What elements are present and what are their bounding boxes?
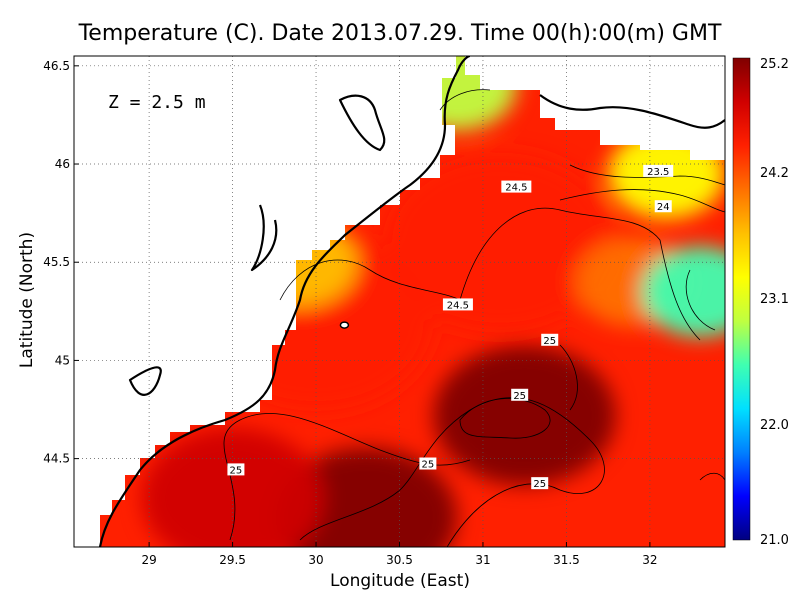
x-tick-label: 31 [475, 553, 490, 567]
contour-label-bg [511, 388, 529, 401]
contour-line [459, 398, 551, 439]
x-axis-label: Longitude (East) [330, 571, 470, 591]
y-axis-label: Latitude (North) [17, 232, 37, 368]
contour-line [685, 269, 716, 331]
contour-label-bg [419, 457, 437, 470]
contour-label-bg [442, 298, 473, 311]
contour-label-bg [531, 477, 549, 490]
coastline-segment [98, 56, 471, 547]
land-west [74, 56, 456, 547]
coastline-segment [250, 204, 278, 272]
colorbar-ticks: 25.2 24.2 23.1 22.0 21.0 [760, 57, 789, 548]
contour-line [699, 472, 725, 481]
contour-line [559, 189, 725, 213]
colorbar [732, 57, 751, 541]
coastline-segment [338, 94, 386, 152]
contour-label: 23.5 [647, 167, 669, 178]
y-tick-label: 45.5 [43, 255, 70, 269]
coastline [98, 56, 725, 547]
field-sample [382, 152, 617, 333]
contour-line [559, 344, 578, 411]
contour-line [569, 164, 725, 186]
coastline-segment [539, 94, 725, 129]
contour-label: 25 [543, 336, 556, 347]
grid-lines [74, 56, 725, 547]
contour-label-bg [541, 333, 559, 346]
contour-labels: 24.5 23.5 24 24.5 25 25 25 25 25 [227, 164, 674, 490]
y-tick-label: 45 [55, 353, 70, 367]
colorbar-tick-label: 22.0 [760, 418, 789, 433]
field-sample [275, 447, 458, 547]
colorbar-tick-label: 25.2 [760, 57, 789, 72]
contour-line [279, 207, 701, 341]
island [339, 321, 350, 329]
colorbar-tick-label: 24.2 [760, 166, 789, 181]
contour-label: 25 [422, 460, 435, 471]
x-tick-label: 32 [642, 553, 657, 567]
x-tick-label: 29 [141, 553, 156, 567]
contour-label-bg [643, 164, 674, 177]
coastline-segment [128, 366, 162, 396]
contour-label: 24.5 [505, 183, 527, 194]
contour-line [439, 89, 491, 111]
x-tick-label: 29.5 [219, 553, 246, 567]
y-tick-label: 46 [55, 157, 70, 171]
colorbar-tick-label: 21.0 [760, 533, 789, 548]
contour-label: 24 [657, 202, 670, 213]
contour-label: 25 [513, 391, 526, 402]
x-tick-label: 30.5 [386, 553, 413, 567]
field-sample [433, 345, 616, 486]
contour-label-bg [654, 200, 672, 213]
plot-area: 24.5 23.5 24 24.5 25 25 25 25 25 [74, 56, 725, 547]
colorbar-tick-label: 23.1 [760, 292, 789, 307]
x-tick-label: 30 [308, 553, 323, 567]
contour-label-bg [501, 180, 532, 193]
x-axis-ticks: 29 29.5 30 30.5 31 31.5 32 [141, 542, 658, 567]
y-tick-label: 44.5 [43, 452, 70, 466]
y-axis-ticks: 44.5 45 45.5 46 46.5 [43, 59, 79, 466]
depth-annotation: Z = 2.5 m [108, 92, 206, 113]
field-sample [641, 246, 725, 337]
contour-label-bg [227, 463, 245, 476]
y-tick-label: 46.5 [43, 59, 70, 73]
chart-title: Temperature (C). Date 2013.07.29. Time 0… [78, 21, 722, 46]
contour-label: 24.5 [447, 300, 469, 311]
contour-label: 25 [533, 479, 546, 490]
x-tick-label: 31.5 [553, 553, 580, 567]
contour-label: 25 [230, 465, 243, 476]
